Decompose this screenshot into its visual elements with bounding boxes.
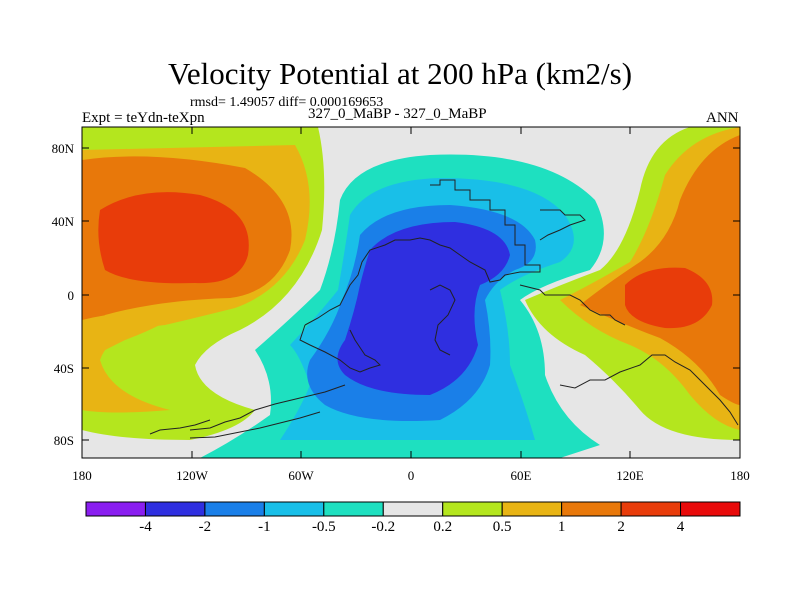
colorbar-label: 2: [617, 519, 625, 535]
lat-label-80n: 80N: [51, 141, 74, 156]
map-fill: [82, 127, 740, 458]
colorbar-label: -0.2: [371, 519, 396, 535]
colorbar-label: 1: [557, 519, 566, 535]
lon-label-180e: 180: [730, 468, 750, 483]
colorbar-swatch: [620, 501, 682, 517]
colorbar-label: -0.5: [311, 519, 336, 535]
colorbar-label: -2: [198, 519, 212, 535]
lon-label-120e: 120E: [616, 468, 644, 483]
lon-label-180w: 180: [72, 468, 92, 483]
case-label: 327_0_MaBP - 327_0_MaBP: [308, 106, 487, 122]
colorbar-swatch: [680, 501, 741, 517]
lat-label-40s: 40S: [53, 361, 74, 376]
lon-label-0: 0: [407, 468, 415, 483]
experiment-label: Expt = teYdn-teXpn: [82, 110, 205, 126]
lon-label-120w: 120W: [176, 468, 208, 483]
lat-label-0: 0: [67, 288, 75, 303]
lon-label-60w: 60W: [288, 468, 314, 483]
axis-ticks: [81, 127, 741, 458]
season-label: ANN: [706, 110, 739, 126]
colorbar-swatch: [323, 501, 384, 517]
colorbar-swatch: [144, 501, 206, 517]
colorbar-swatch: [85, 501, 146, 517]
figure-title: Velocity Potential at 200 hPa (km2/s): [167, 56, 633, 91]
colorbar-swatch: [382, 501, 444, 517]
lon-label-60e: 60E: [510, 468, 532, 483]
colorbar-label: 4: [676, 519, 685, 535]
colorbar-swatch: [204, 501, 265, 517]
colorbar-swatch: [561, 501, 622, 517]
colorbar-swatch: [263, 501, 325, 517]
lat-label-80s: 80S: [53, 433, 74, 448]
colorbar-label: -1: [258, 519, 271, 535]
colorbar-swatch: [501, 501, 563, 517]
colorbar-label: 0.5: [492, 519, 512, 535]
colorbar-swatch: [442, 501, 503, 517]
colorbar-label: 0.2: [433, 519, 453, 535]
coastline: [149, 179, 739, 439]
colorbar-label: -4: [139, 519, 152, 535]
stats-label: rmsd= 1.49057 diff= 0.000169653: [190, 95, 384, 110]
lat-label-40n: 40N: [51, 214, 74, 229]
